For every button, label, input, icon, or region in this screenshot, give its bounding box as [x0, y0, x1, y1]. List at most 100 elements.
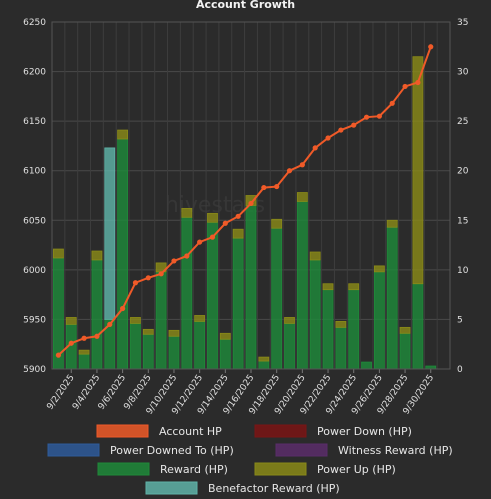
point-account-hp[interactable]	[55, 352, 62, 358]
point-account-hp[interactable]	[235, 213, 241, 219]
bar-reward-hp[interactable]	[207, 221, 218, 370]
bar-reward-hp[interactable]	[386, 226, 398, 370]
bar-reward-hp[interactable]	[258, 360, 270, 370]
point-account-hp[interactable]	[81, 335, 87, 341]
point-account-hp[interactable]	[158, 271, 164, 277]
bar-power-up-hp[interactable]	[399, 326, 411, 334]
bar-reward-hp[interactable]	[219, 338, 231, 370]
bar-reward-hp[interactable]	[271, 227, 283, 370]
bar-reward-hp[interactable]	[78, 353, 90, 370]
bar-reward-hp[interactable]	[232, 237, 244, 370]
bar-power-up-hp[interactable]	[207, 212, 218, 223]
point-account-hp[interactable]	[197, 239, 203, 245]
legend-item-power-downed-to-hp[interactable]: Power Downed To (HP)	[47, 443, 234, 457]
bar-power-up-hp[interactable]	[232, 228, 244, 239]
bar-reward-hp[interactable]	[245, 205, 257, 370]
point-account-hp[interactable]	[312, 145, 318, 151]
point-account-hp[interactable]	[120, 305, 126, 312]
bar-reward-hp[interactable]	[91, 259, 103, 370]
bar-reward-hp[interactable]	[373, 271, 385, 370]
bar-power-up-hp[interactable]	[284, 317, 295, 324]
left-tick-label: 6200	[23, 68, 46, 78]
legend-swatch-witness-reward-hp	[275, 443, 328, 457]
legend-item-account-hp[interactable]: Account HP	[96, 424, 222, 438]
bar-reward-hp[interactable]	[130, 322, 141, 370]
legend[interactable]: Account HP Power Down (HP) Power Downed To…	[47, 424, 453, 495]
bar-power-up-hp[interactable]	[219, 332, 231, 340]
bar-reward-hp[interactable]	[142, 333, 154, 370]
point-account-hp[interactable]	[68, 340, 74, 346]
bar-reward-hp[interactable]	[348, 289, 360, 370]
point-account-hp[interactable]	[261, 184, 267, 191]
bar-power-up-hp[interactable]	[142, 328, 154, 335]
bar-power-up-hp[interactable]	[412, 56, 424, 285]
point-account-hp[interactable]	[184, 253, 190, 259]
left-tick-label: 5950	[23, 315, 46, 325]
right-tick-label: 20	[457, 167, 469, 177]
bar-reward-hp[interactable]	[194, 321, 206, 370]
bar-power-up-hp[interactable]	[130, 317, 141, 324]
point-account-hp[interactable]	[274, 183, 280, 190]
point-account-hp[interactable]	[376, 113, 382, 119]
point-account-hp[interactable]	[132, 280, 139, 286]
bar-reward-hp[interactable]	[117, 138, 129, 370]
bar-power-up-hp[interactable]	[168, 329, 180, 337]
point-account-hp[interactable]	[299, 162, 305, 168]
point-account-hp[interactable]	[94, 333, 100, 339]
bar-power-up-hp[interactable]	[373, 265, 385, 273]
legend-swatch-benefactor-reward-hp	[145, 481, 198, 495]
bar-benefactor-reward-hp[interactable]	[104, 147, 116, 320]
point-account-hp[interactable]	[428, 44, 434, 50]
legend-swatch-reward-hp	[97, 462, 150, 476]
point-account-hp[interactable]	[363, 114, 370, 120]
point-account-hp[interactable]	[145, 275, 151, 281]
bar-power-up-hp[interactable]	[65, 317, 77, 325]
bar-power-up-hp[interactable]	[78, 349, 90, 355]
bar-reward-hp[interactable]	[155, 271, 167, 370]
bar-power-up-hp[interactable]	[91, 250, 103, 261]
bar-reward-hp[interactable]	[296, 201, 308, 370]
legend-item-reward-hp[interactable]: Reward (HP)	[97, 462, 228, 476]
point-account-hp[interactable]	[107, 321, 113, 327]
bar-reward-hp[interactable]	[399, 332, 411, 370]
bar-reward-hp[interactable]	[309, 259, 321, 370]
legend-item-benefactor-reward-hp[interactable]: Benefactor Reward (HP)	[145, 481, 340, 495]
bar-power-up-hp[interactable]	[335, 321, 347, 328]
legend-item-power-down-hp[interactable]: Power Down (HP)	[254, 424, 412, 438]
legend-label-power-up-hp: Power Up (HP)	[317, 463, 396, 476]
bar-power-up-hp[interactable]	[271, 218, 283, 229]
point-account-hp[interactable]	[248, 200, 254, 207]
point-account-hp[interactable]	[325, 135, 331, 141]
bar-reward-hp[interactable]	[412, 283, 424, 370]
legend-label-account-hp: Account HP	[159, 425, 222, 438]
legend-item-witness-reward-hp[interactable]: Witness Reward (HP)	[275, 443, 453, 457]
bar-power-up-hp[interactable]	[309, 251, 321, 261]
bar-power-up-hp[interactable]	[296, 192, 308, 202]
bar-power-up-hp[interactable]	[348, 283, 360, 291]
point-account-hp[interactable]	[286, 168, 293, 174]
bar-reward-hp[interactable]	[168, 335, 180, 370]
bar-reward-hp[interactable]	[361, 361, 372, 370]
bar-power-up-hp[interactable]	[194, 315, 206, 322]
point-account-hp[interactable]	[209, 234, 216, 240]
bar-reward-hp[interactable]	[284, 322, 295, 370]
bar-reward-hp[interactable]	[335, 326, 347, 370]
legend-item-power-up-hp[interactable]: Power Up (HP)	[254, 462, 396, 476]
bar-reward-hp[interactable]	[322, 289, 334, 370]
bar-reward-hp[interactable]	[181, 216, 193, 370]
bar-power-up-hp[interactable]	[322, 283, 334, 291]
point-account-hp[interactable]	[389, 100, 395, 106]
bar-power-up-hp[interactable]	[117, 129, 129, 140]
bar-power-up-hp[interactable]	[181, 207, 193, 218]
point-account-hp[interactable]	[402, 83, 408, 90]
point-account-hp[interactable]	[222, 220, 228, 226]
bar-power-up-hp[interactable]	[53, 248, 64, 259]
bar-power-up-hp[interactable]	[386, 219, 398, 228]
point-account-hp[interactable]	[338, 127, 344, 133]
point-account-hp[interactable]	[415, 79, 421, 86]
left-tick-label: 6250	[23, 18, 46, 28]
bar-power-up-hp[interactable]	[258, 356, 270, 362]
point-account-hp[interactable]	[351, 122, 357, 128]
point-account-hp[interactable]	[171, 258, 177, 264]
